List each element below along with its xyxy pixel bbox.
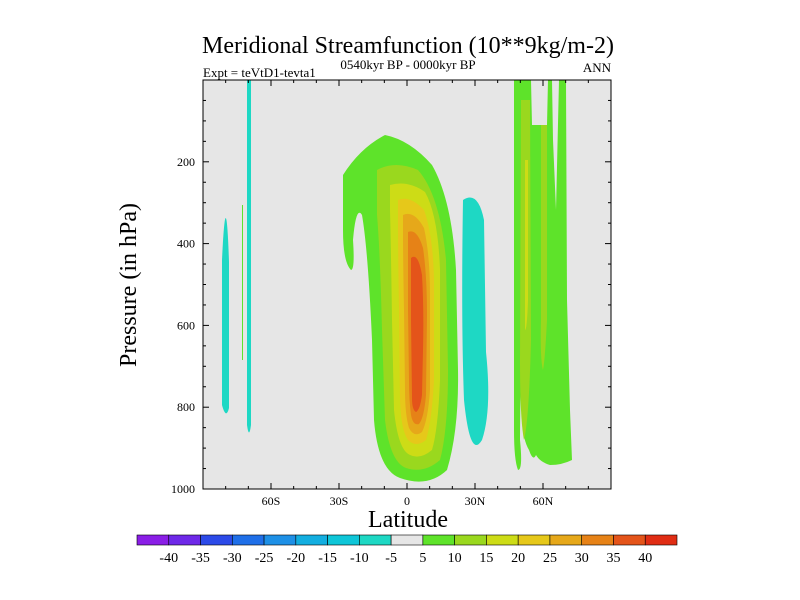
colorbar-swatch — [263, 534, 297, 546]
colorbar-label: 40 — [638, 551, 652, 566]
colorbar-swatch — [517, 534, 551, 546]
y-axis: 200 400 600 800 1000 — [171, 79, 611, 496]
contour-neg5-subtropical-cell — [462, 197, 489, 445]
contour-35-equatorial — [411, 256, 424, 412]
colorbar-label: 15 — [479, 551, 493, 566]
colorbar-swatch — [486, 534, 519, 546]
contour-neg5-south-strip-a — [222, 217, 229, 414]
colorbar-swatch — [454, 534, 487, 546]
y-tick-label: 200 — [177, 155, 195, 169]
colorbar-label: -25 — [255, 551, 274, 566]
x-tick-label: 0 — [404, 494, 410, 508]
contour-10-north-band-b — [540, 125, 547, 370]
colorbar-label: -30 — [223, 551, 242, 566]
colorbar: -40 -35 -30 -25 -20 -15 -10 -5 5 10 15 20 25 30 35 40 — [136, 534, 678, 566]
colorbar-swatch — [359, 534, 392, 546]
x-axis-label: Latitude — [368, 507, 448, 533]
colorbar-swatch — [231, 534, 265, 546]
x-axis: 60S 30S 0 30N 60N — [202, 80, 612, 508]
colorbar-swatch — [644, 534, 678, 546]
colorbar-label: -35 — [191, 551, 210, 566]
y-tick-label: 800 — [177, 400, 195, 414]
colorbar-swatch — [168, 534, 201, 546]
x-tick-label: 30S — [330, 494, 349, 508]
colorbar-label: 35 — [606, 551, 620, 566]
contour-neg5-south-strip-b — [247, 80, 251, 433]
colorbar-swatch — [390, 534, 424, 546]
colorbar-label: -15 — [318, 551, 337, 566]
x-tick-label: 60N — [533, 494, 554, 508]
subtitle-experiment: Expt = teVtD1-tevta1 — [203, 65, 316, 80]
colorbar-label: 5 — [419, 551, 426, 566]
subtitle-period: 0540kyr BP - 0000kyr BP — [340, 57, 475, 72]
x-tick-label: 30N — [465, 494, 486, 508]
colorbar-swatch — [581, 534, 614, 546]
colorbar-label: -10 — [350, 551, 369, 566]
colorbar-label: 30 — [575, 551, 589, 566]
colorbar-swatch — [295, 534, 328, 546]
subtitle-season: ANN — [583, 60, 612, 75]
chart-title: Meridional Streamfunction (10**9kg/m-2) — [202, 33, 614, 59]
contour-5-south-strip — [242, 205, 243, 360]
x-tick-label: 60S — [262, 494, 281, 508]
colorbar-swatch — [136, 534, 170, 546]
colorbar-swatch — [200, 534, 233, 546]
colorbar-swatch — [327, 534, 360, 546]
colorbar-swatch — [549, 534, 583, 546]
colorbar-swatch — [613, 534, 646, 546]
colorbar-label: 20 — [511, 551, 525, 566]
y-tick-label: 1000 — [171, 482, 195, 496]
colorbar-label: -40 — [159, 551, 178, 566]
colorbar-label: -5 — [385, 551, 397, 566]
contour-fill-layer — [222, 80, 572, 482]
colorbar-swatch — [422, 534, 455, 546]
colorbar-label: -20 — [286, 551, 305, 566]
contour-15-north-band — [525, 160, 528, 330]
colorbar-label: 10 — [448, 551, 462, 566]
y-tick-label: 400 — [177, 237, 195, 251]
colorbar-label: 25 — [543, 551, 557, 566]
y-axis-label: Pressure (in hPa) — [116, 203, 142, 367]
y-tick-label: 600 — [177, 318, 195, 332]
